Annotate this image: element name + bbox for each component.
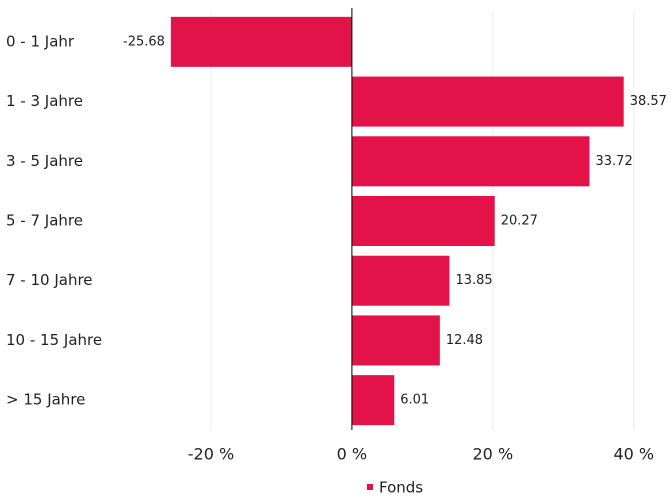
bar xyxy=(351,76,624,127)
bar xyxy=(351,196,495,246)
y-tick-label: 3 - 5 Jahre xyxy=(6,152,83,170)
y-tick-label: 1 - 3 Jahre xyxy=(6,92,83,110)
y-tick-label: 7 - 10 Jahre xyxy=(6,271,93,289)
value-label: -25.68 xyxy=(123,34,165,49)
x-tick-label: 0 % xyxy=(337,445,367,464)
y-tick-label: 5 - 7 Jahre xyxy=(6,212,83,230)
x-tick-label: -20 % xyxy=(188,445,234,464)
legend-label: Fonds xyxy=(379,479,423,497)
x-tick-label: 40 % xyxy=(613,445,654,464)
value-label: 38.57 xyxy=(630,94,667,109)
value-label: 6.01 xyxy=(400,393,429,408)
y-tick-label: > 15 Jahre xyxy=(6,391,85,409)
y-tick-label: 0 - 1 Jahr xyxy=(6,32,75,50)
legend-marker xyxy=(367,484,373,490)
bar xyxy=(351,315,440,366)
value-label: 12.48 xyxy=(446,333,483,348)
value-label: 13.85 xyxy=(455,273,492,288)
bar xyxy=(351,255,450,306)
y-tick-label: 10 - 15 Jahre xyxy=(6,331,102,349)
value-label: 20.27 xyxy=(501,214,538,229)
x-tick-label: 20 % xyxy=(473,445,514,464)
bar xyxy=(170,16,352,67)
bar xyxy=(351,375,395,426)
bar xyxy=(351,136,590,187)
value-label: 33.72 xyxy=(596,154,633,169)
